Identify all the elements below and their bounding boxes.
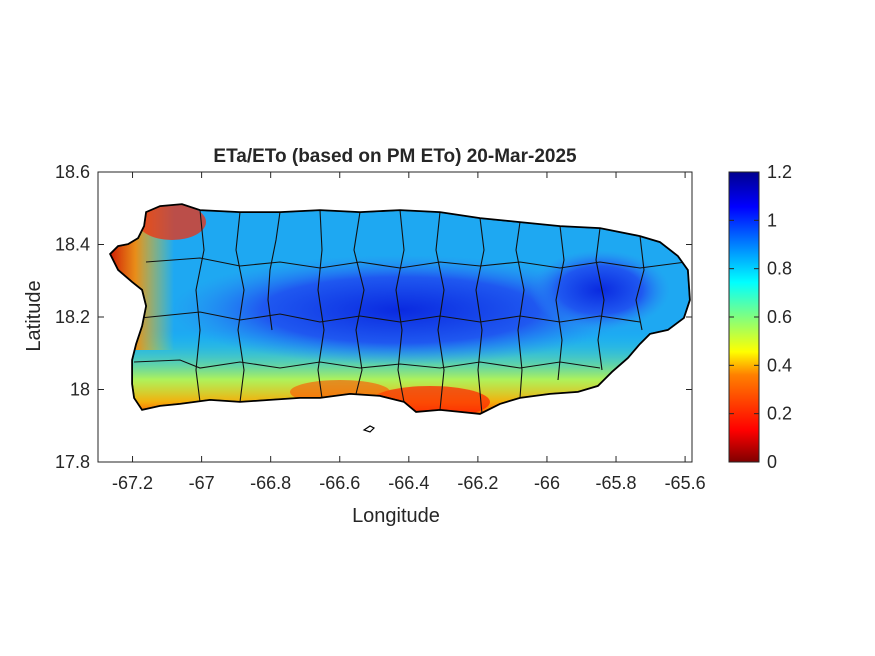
map-title: ETa/ETo (based on PM ETo) 20-Mar-2025	[213, 146, 577, 167]
x-axis-label: Longitude	[352, 505, 440, 527]
x-tick-label: -67	[189, 473, 215, 493]
colorbar-tick-label: 0.6	[767, 307, 792, 327]
island-central-wet-zone	[170, 255, 630, 365]
colorbar-tick-label: 0.4	[767, 355, 792, 375]
colorbar-tick-label: 1	[767, 210, 777, 230]
island-northwest-dry-zone	[138, 204, 206, 240]
x-tick-label: -66	[534, 473, 560, 493]
colorbar-ticks: 0 0.2 0.4 0.6 0.8 1 1.2	[729, 162, 792, 472]
island-coastline	[109, 203, 691, 415]
x-tick-label: -65.8	[596, 473, 637, 493]
y-tick-label: 18	[70, 380, 90, 400]
small-island-caja-de-muertos	[362, 425, 376, 433]
x-tick-label: -66.6	[319, 473, 360, 493]
x-tick-label: -66.8	[250, 473, 291, 493]
x-tick-label: -66.4	[388, 473, 429, 493]
island-east-wet-zone	[530, 250, 670, 330]
colorbar-tick-label: 0.2	[767, 404, 792, 424]
x-tick-label: -67.2	[112, 473, 153, 493]
colorbar-tick-label: 1.2	[767, 162, 792, 182]
x-axis-ticks: -67.2 -67 -66.8 -66.6 -66.4 -66.2 -66 -65.8 -65.…	[112, 172, 706, 493]
y-axis-label: Latitude	[23, 280, 45, 351]
y-tick-label: 17.8	[55, 452, 90, 472]
y-tick-label: 18.6	[55, 162, 90, 182]
x-tick-label: -66.2	[457, 473, 498, 493]
x-tick-label: -65.6	[665, 473, 706, 493]
y-tick-label: 18.4	[55, 235, 90, 255]
colorbar-tick-label: 0.8	[767, 259, 792, 279]
municipal-boundaries	[133, 209, 687, 414]
y-axis-ticks: 17.8 18 18.2 18.4 18.6	[55, 162, 692, 472]
map-axes: -67.2 -67 -66.8 -66.6 -66.4 -66.2 -66 -65.8 -65.…	[23, 146, 706, 527]
colorbar: 0 0.2 0.4 0.6 0.8 1 1.2	[728, 162, 792, 472]
colorbar-tick-label: 0	[767, 452, 777, 472]
y-tick-label: 18.2	[55, 307, 90, 327]
